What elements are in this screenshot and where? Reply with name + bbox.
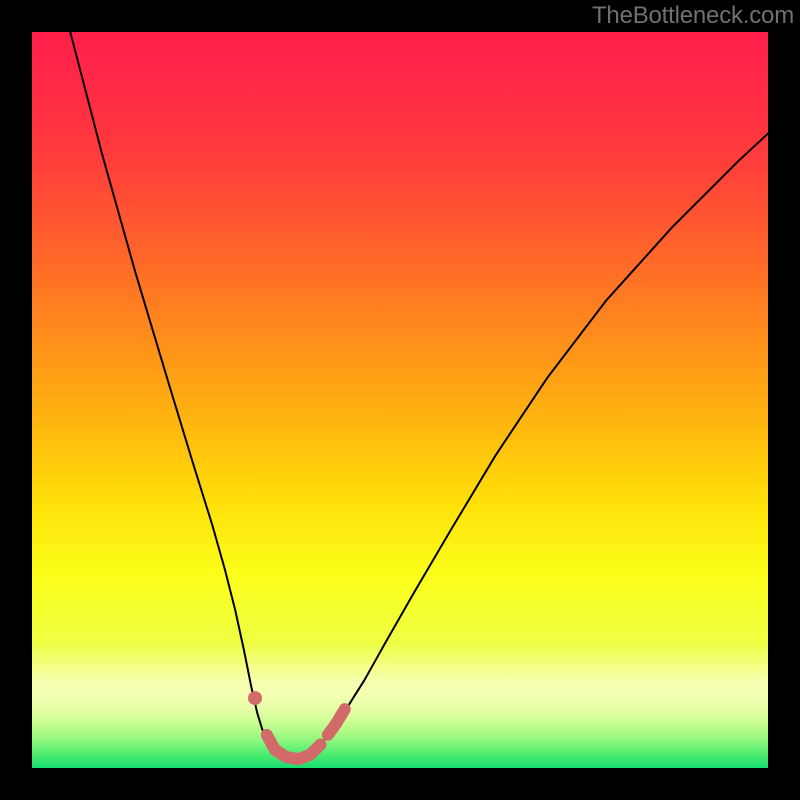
chart-container: TheBottleneck.com — [0, 0, 800, 800]
watermark-label: TheBottleneck.com — [592, 2, 794, 30]
highlight-dot — [248, 691, 262, 705]
bottleneck-curve-chart — [0, 0, 800, 800]
chart-background-gradient — [32, 32, 768, 768]
